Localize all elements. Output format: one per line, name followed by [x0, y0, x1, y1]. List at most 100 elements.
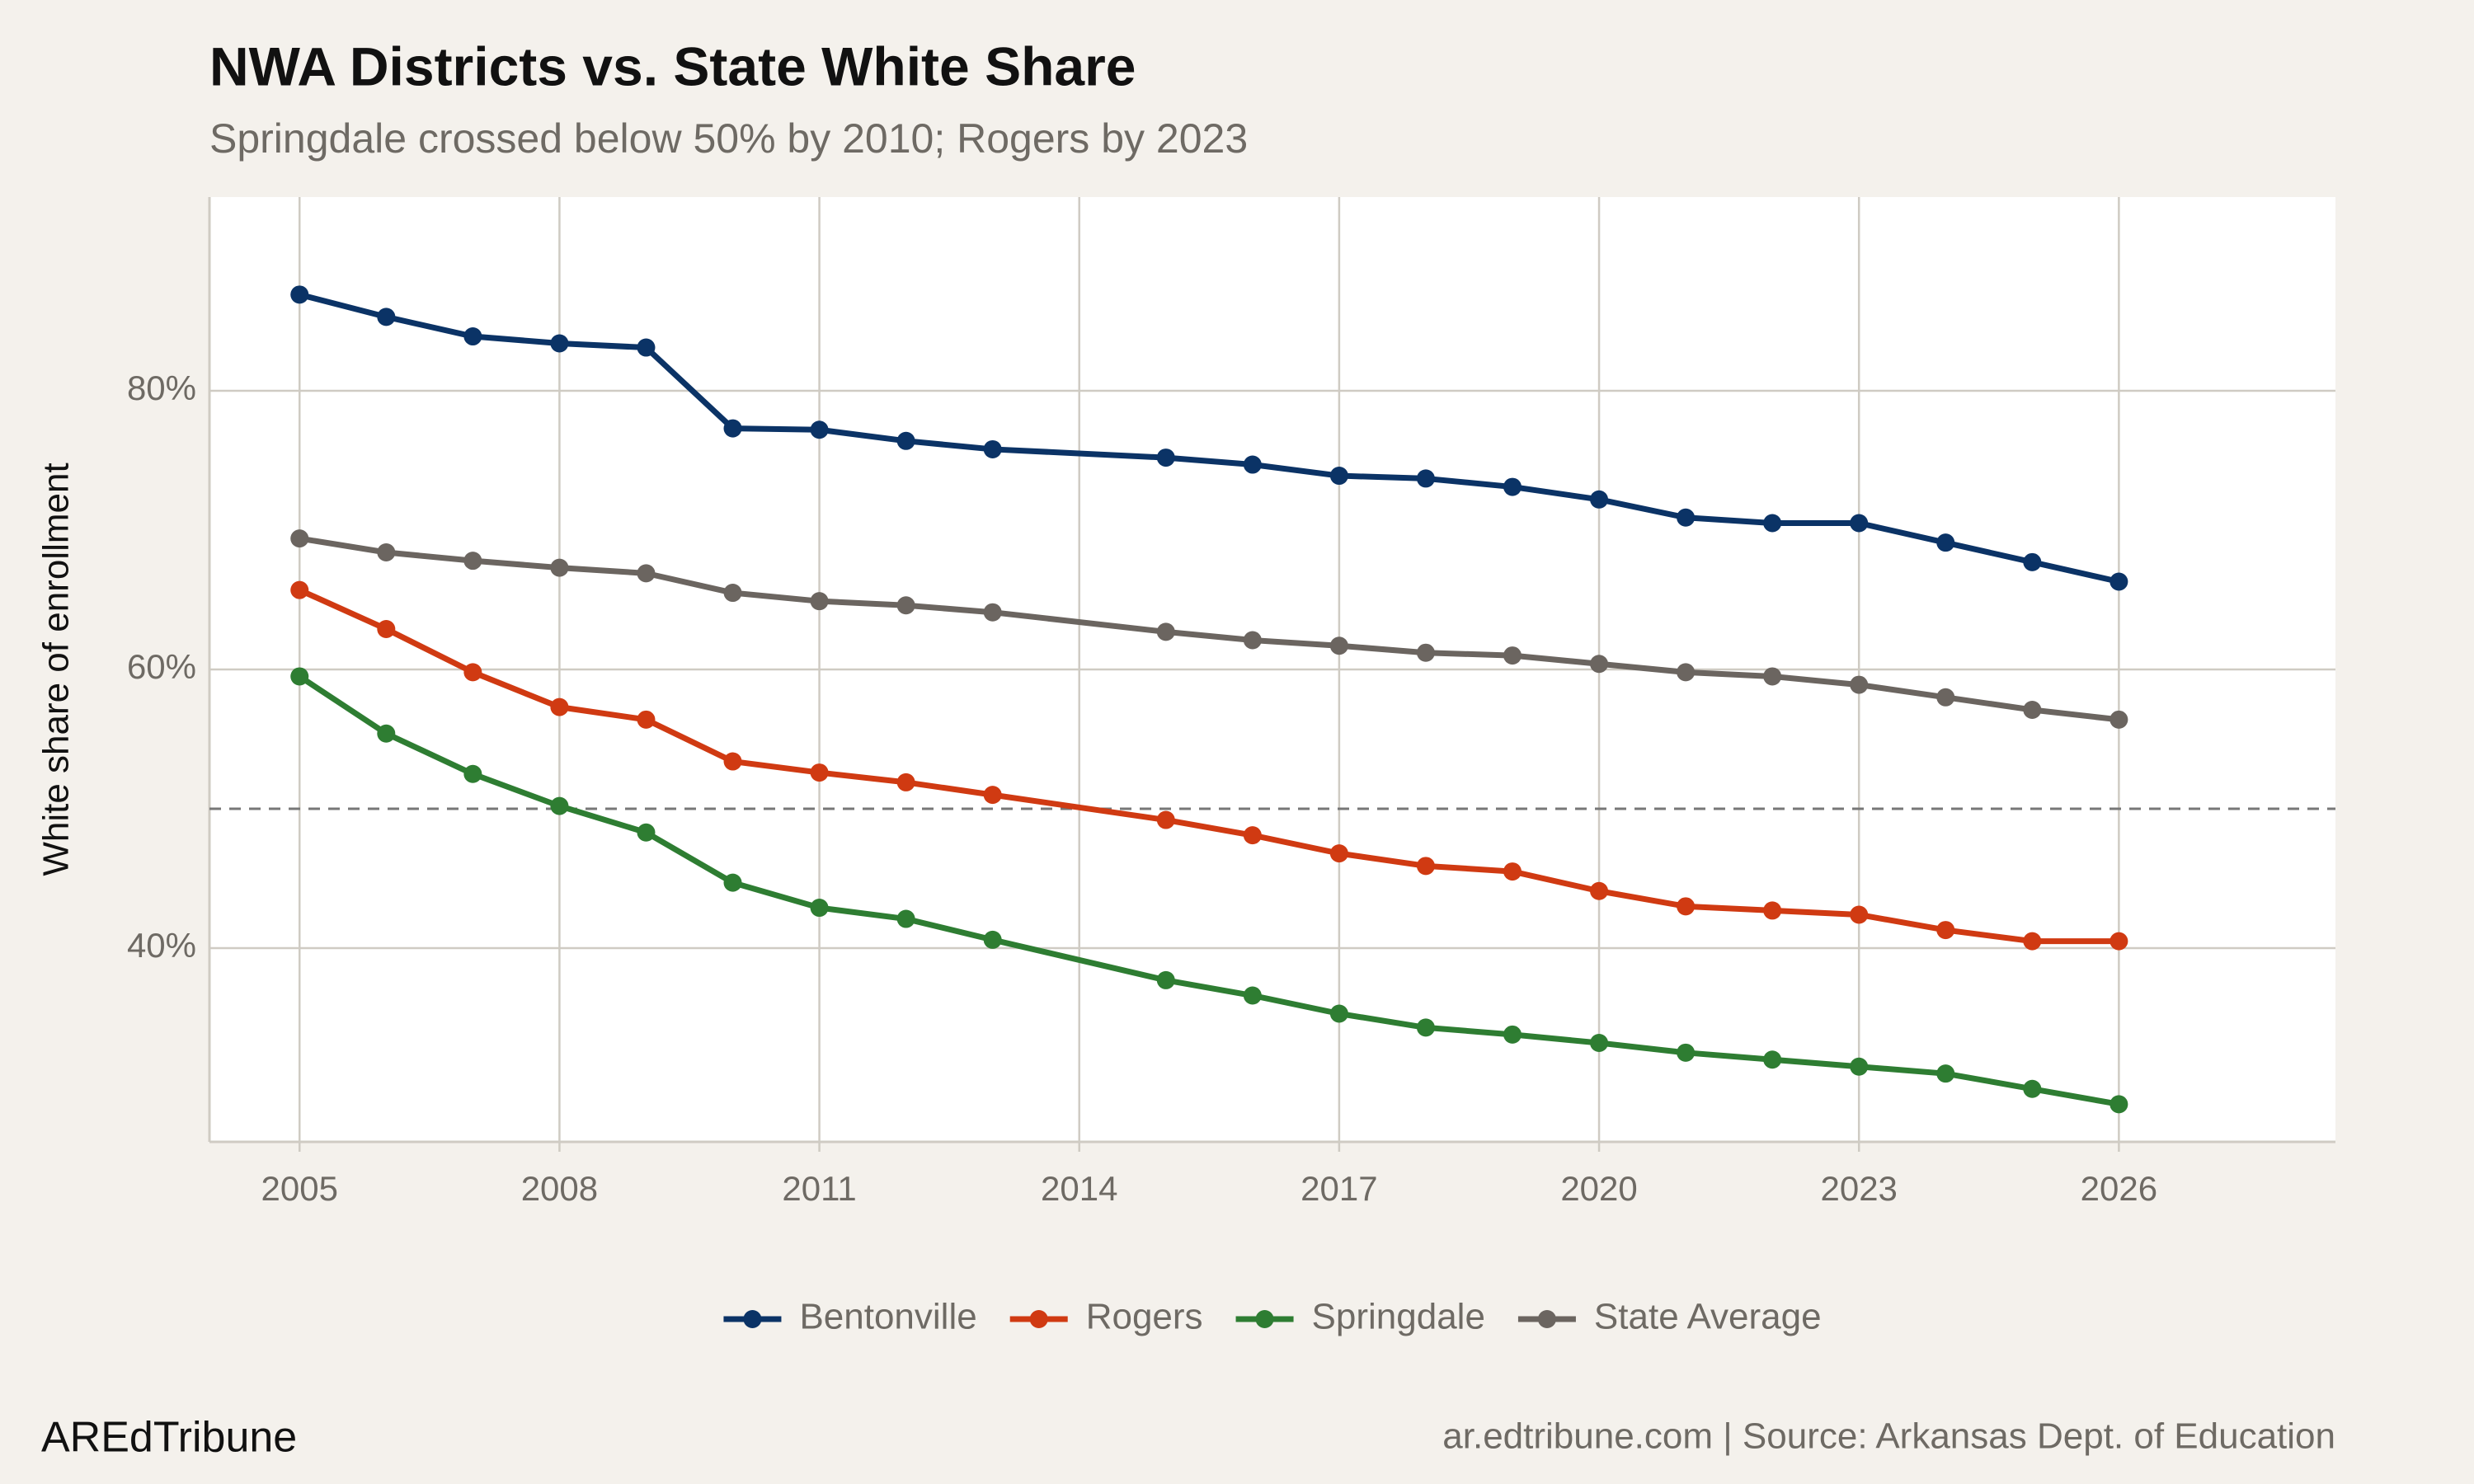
data-point — [1503, 646, 1522, 665]
x-tick-label: 2008 — [521, 1169, 598, 1208]
data-point — [1416, 1018, 1435, 1037]
data-point — [1590, 490, 1609, 509]
data-point — [983, 786, 1002, 805]
legend-key-point — [1255, 1310, 1274, 1328]
legend-key-point — [1537, 1310, 1556, 1328]
data-point — [637, 710, 656, 729]
data-point — [1243, 455, 1262, 474]
legend-key-point — [1029, 1310, 1048, 1328]
data-point — [377, 619, 396, 638]
data-point — [550, 334, 569, 353]
y-tick-label: 60% — [127, 647, 196, 686]
data-point — [1329, 1004, 1348, 1023]
data-point — [550, 558, 569, 577]
data-point — [2023, 1079, 2042, 1098]
x-tick-label: 2017 — [1300, 1169, 1377, 1208]
data-point — [896, 909, 915, 928]
data-point — [1416, 643, 1435, 662]
data-point — [377, 308, 396, 326]
data-point — [1503, 1025, 1522, 1044]
data-point — [1936, 921, 1955, 940]
data-point — [1763, 901, 1782, 920]
data-point — [1590, 1033, 1609, 1052]
data-point — [1416, 469, 1435, 488]
data-point — [1936, 533, 1955, 552]
data-point — [810, 420, 829, 439]
data-point — [723, 873, 742, 892]
data-point — [896, 596, 915, 615]
data-point — [1329, 844, 1348, 863]
data-point — [377, 543, 396, 562]
data-point — [1936, 688, 1955, 707]
data-point — [2109, 1095, 2128, 1114]
data-point — [983, 603, 1002, 622]
data-point — [1156, 622, 1175, 641]
brand: AREdTribune — [41, 1414, 297, 1462]
data-point — [1243, 986, 1262, 1005]
caption: ar.edtribune.com | Source: Arkansas Dept… — [1442, 1416, 2335, 1457]
data-point — [1590, 655, 1609, 674]
data-point — [723, 584, 742, 603]
x-tick-label: 2026 — [2081, 1169, 2157, 1208]
data-point — [550, 796, 569, 815]
data-point — [1156, 810, 1175, 829]
data-point — [463, 663, 482, 682]
data-point — [637, 338, 656, 357]
y-axis-label: White share of enrollment — [36, 463, 77, 876]
data-point — [810, 763, 829, 782]
legend-key-point — [743, 1310, 762, 1328]
data-point — [1329, 467, 1348, 486]
data-point — [1850, 905, 1869, 924]
x-tick-label: 2014 — [1041, 1169, 1117, 1208]
data-point — [550, 697, 569, 716]
data-point — [1763, 514, 1782, 533]
x-tick-label: 2011 — [782, 1169, 856, 1208]
data-point — [1677, 897, 1696, 916]
data-point — [290, 667, 309, 686]
data-point — [290, 580, 309, 599]
chart-title: NWA Districts vs. State White Share — [209, 35, 1136, 96]
data-point — [2109, 932, 2128, 951]
data-point — [723, 752, 742, 771]
data-point — [1416, 857, 1435, 876]
data-point — [463, 327, 482, 346]
x-tick-label: 2005 — [261, 1169, 338, 1208]
data-point — [2109, 572, 2128, 591]
data-point — [637, 564, 656, 583]
data-point — [896, 431, 915, 450]
legend-label: Bentonville — [799, 1297, 976, 1337]
data-point — [1243, 826, 1262, 845]
chart-subtitle: Springdale crossed below 50% by 2010; Ro… — [209, 115, 1248, 162]
data-point — [1590, 881, 1609, 900]
data-point — [1763, 667, 1782, 686]
data-point — [1677, 663, 1696, 682]
data-point — [810, 899, 829, 918]
legend-label: Rogers — [1086, 1297, 1203, 1337]
data-point — [377, 724, 396, 743]
data-point — [463, 764, 482, 783]
data-point — [2023, 552, 2042, 571]
data-point — [290, 285, 309, 304]
data-point — [2023, 932, 2042, 951]
data-point — [2023, 701, 2042, 720]
data-point — [896, 773, 915, 791]
data-point — [290, 529, 309, 548]
data-point — [1763, 1050, 1782, 1069]
data-point — [1156, 970, 1175, 989]
data-point — [463, 552, 482, 571]
data-point — [723, 419, 742, 438]
data-point — [1850, 1057, 1869, 1076]
y-tick-label: 40% — [127, 926, 196, 965]
data-point — [1329, 636, 1348, 655]
y-tick-label: 80% — [127, 369, 196, 407]
data-point — [1156, 448, 1175, 467]
x-tick-label: 2023 — [1820, 1169, 1897, 1208]
x-tick-label: 2020 — [1560, 1169, 1637, 1208]
data-point — [1850, 675, 1869, 694]
data-point — [1677, 508, 1696, 527]
data-point — [1936, 1064, 1955, 1083]
legend-label: Springdale — [1312, 1297, 1485, 1337]
data-point — [1503, 862, 1522, 881]
